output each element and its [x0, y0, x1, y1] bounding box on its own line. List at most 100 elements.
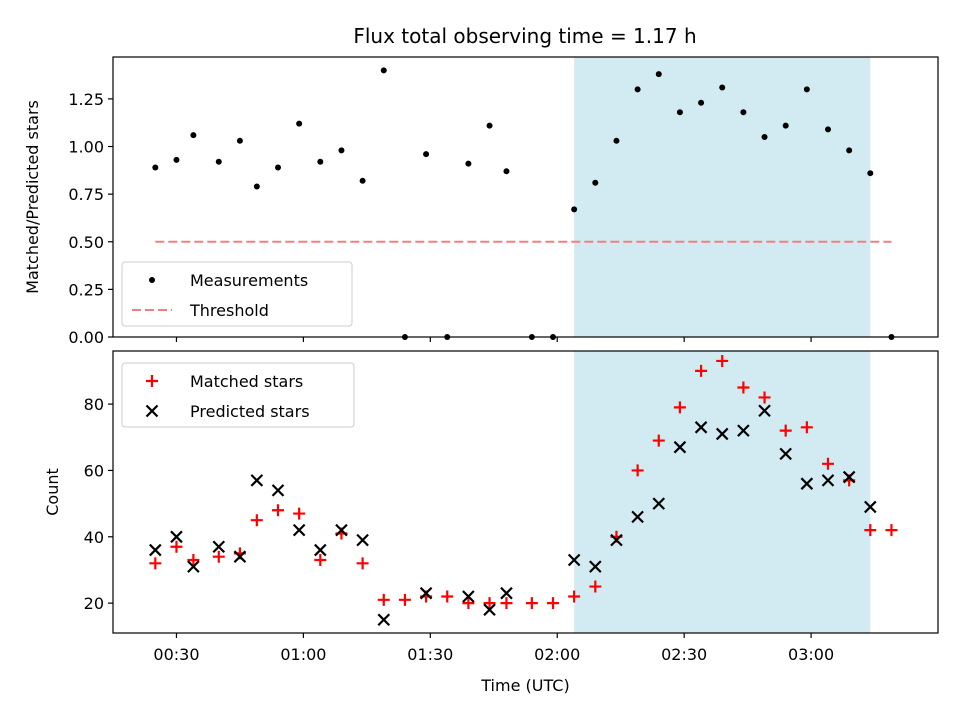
legend-measurements-label: Measurements — [190, 271, 308, 290]
legend: Measurements Threshold — [121, 261, 353, 327]
measurements-point — [867, 170, 874, 177]
x-tick-label: 02:30 — [661, 645, 707, 664]
matched-stars-point — [314, 554, 327, 567]
matched-stars-point — [589, 580, 602, 593]
measurements-point — [317, 158, 324, 165]
measurements-point — [592, 179, 599, 186]
measurements-point — [803, 86, 810, 93]
predicted-stars-point — [356, 533, 369, 547]
measurements-point — [719, 84, 726, 91]
matched-stars-point — [272, 504, 284, 517]
measurements-point — [152, 164, 159, 171]
legend-measurements-swatch — [149, 277, 155, 283]
x-tick-label: 03:00 — [788, 645, 834, 664]
matched-stars-point — [500, 597, 513, 610]
matched-stars-point — [170, 540, 183, 553]
y-tick-label: 0.75 — [68, 185, 104, 204]
matched-stars-point — [652, 434, 665, 447]
x-axis-label: Time (UTC) — [480, 676, 569, 695]
predicted-stars-point — [673, 440, 687, 454]
predicted-stars-point — [212, 540, 226, 554]
measurements-point — [190, 132, 197, 139]
predicted-stars-point — [610, 533, 623, 547]
y-tick-label: 0.25 — [68, 280, 104, 299]
predicted-stars-point — [250, 474, 264, 487]
shaded-span — [574, 351, 871, 633]
legend-box — [121, 261, 353, 327]
predicted-stars-point — [462, 590, 475, 603]
predicted-stars-point — [170, 530, 183, 544]
matched-stars-point — [149, 557, 162, 570]
matched-stars-point — [737, 381, 750, 394]
matched-stars-point — [695, 364, 708, 377]
predicted-stars-point — [314, 543, 327, 557]
y-tick-label: 40 — [84, 528, 104, 547]
axes-frame — [112, 350, 939, 634]
matched-stars-point — [187, 554, 200, 567]
measurements-point — [215, 158, 222, 165]
y-axis-label: Matched/Predicted stars — [23, 100, 42, 294]
measurements-point — [275, 164, 281, 171]
predicted-stars-point — [187, 560, 200, 573]
measurements-point — [423, 151, 430, 158]
matched-stars-point — [356, 557, 369, 570]
measurements-point — [236, 137, 243, 144]
predicted-stars-point — [419, 586, 433, 600]
legend-predicted-stars-label: Predicted stars — [190, 402, 310, 421]
legend-matched-stars-label: Matched stars — [190, 372, 303, 391]
predicted-stars-point — [758, 404, 771, 417]
matched-stars-point — [822, 457, 834, 470]
legend: Matched stars Predicted stars — [121, 362, 355, 428]
measurements-point — [698, 99, 705, 106]
matched-stars-point — [293, 507, 306, 520]
matched-stars-point — [758, 391, 771, 404]
measurements-point — [380, 67, 387, 74]
measurements-point — [571, 206, 578, 213]
measurements-point — [782, 122, 789, 129]
legend-matched-stars-swatch — [146, 375, 158, 387]
measurements-point — [296, 120, 303, 127]
predicted-stars-point — [821, 474, 835, 487]
measurements-point — [486, 122, 493, 129]
y-axis-label: Count — [43, 468, 62, 516]
measurements-point — [503, 168, 510, 175]
x-tick-label: 00:30 — [153, 645, 199, 664]
predicted-stars-point — [800, 477, 814, 490]
legend-predicted-stars-swatch — [145, 404, 159, 418]
chart-title: Flux total observing time = 1.17 h — [353, 24, 696, 48]
matched-stars-point — [525, 597, 538, 610]
matched-stars-point — [779, 424, 792, 437]
matched-stars-point — [716, 354, 729, 367]
predicted-stars-point — [335, 523, 348, 537]
predicted-stars-point — [292, 523, 306, 537]
matched-stars-point — [547, 597, 559, 610]
predicted-stars-point — [567, 553, 581, 567]
matched-stars-point — [885, 524, 898, 537]
shaded-span — [574, 57, 871, 337]
axes-frame — [112, 56, 939, 338]
predicted-stars-point — [652, 497, 666, 510]
top-panel: 0.00 0.25 0.50 0.75 1.00 1.25 Matched/Predicte… — [23, 56, 939, 347]
measurements-point — [465, 160, 472, 167]
matched-stars-point — [462, 597, 475, 610]
predicted-stars-point — [500, 586, 513, 600]
predicted-stars-point — [842, 470, 856, 484]
measurements-point — [825, 126, 831, 133]
bottom-panel: 20 40 60 80 00:30 01:00 01:30 02:00 02:30 03:00 Co… — [43, 350, 939, 695]
matched-stars-point — [441, 590, 454, 603]
measurements-point — [846, 147, 853, 154]
matched-stars-point — [398, 593, 411, 606]
measurements-point — [676, 109, 683, 116]
measurements-point — [338, 147, 345, 154]
measurements-point — [359, 177, 366, 184]
matched-stars-point — [483, 597, 496, 610]
matched-stars-point — [377, 593, 390, 606]
measurements-point — [613, 137, 620, 144]
y-tick-label: 1.25 — [68, 90, 104, 109]
predicted-stars-point — [779, 447, 792, 461]
y-tick-label: 60 — [84, 461, 104, 480]
measurements-point — [173, 156, 180, 163]
matched-stars-point — [212, 550, 225, 563]
predicted-stars-point — [271, 484, 285, 497]
y-tick-label: 80 — [84, 395, 104, 414]
